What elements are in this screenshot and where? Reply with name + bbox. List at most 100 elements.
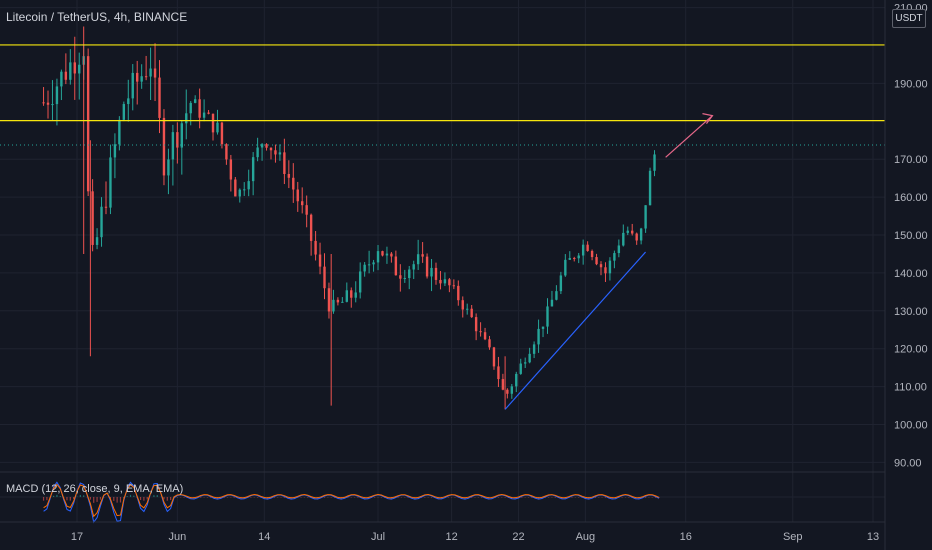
candle	[559, 271, 563, 295]
y-tick-label: 190.00	[894, 78, 928, 90]
candle	[421, 242, 424, 263]
candle	[586, 241, 589, 252]
macd-histogram-bar	[283, 497, 285, 498]
candle	[216, 109, 219, 135]
candle-body	[220, 122, 224, 145]
macd-histogram-bar	[233, 497, 235, 498]
candle	[189, 101, 192, 126]
candle	[109, 144, 112, 215]
candle	[412, 260, 415, 280]
candle	[541, 326, 545, 338]
y-tick-label: 90.00	[894, 457, 922, 469]
candle-body	[421, 254, 424, 257]
macd-histogram-bar	[52, 495, 55, 497]
macd-histogram-bar	[93, 497, 95, 503]
candle-body	[202, 112, 206, 118]
candle	[631, 223, 634, 236]
candle-body	[376, 251, 380, 263]
x-tick-label: 16	[680, 531, 692, 543]
candle	[515, 371, 518, 393]
candle	[122, 101, 126, 122]
candle-body	[581, 244, 585, 256]
candle-body	[604, 267, 607, 274]
candle-body	[109, 157, 112, 208]
candle-body	[519, 363, 522, 374]
candle-body	[644, 205, 647, 229]
macd-histogram-bar	[89, 497, 91, 500]
macd-histogram-bar	[323, 497, 326, 498]
candle-body	[314, 240, 317, 255]
candle	[501, 373, 505, 391]
candle-body	[113, 144, 117, 158]
candle	[243, 182, 246, 196]
candle-body	[158, 77, 161, 118]
candle-body	[501, 379, 505, 390]
candle	[162, 109, 166, 186]
macd-histogram-bar	[126, 496, 128, 497]
candle-body	[251, 157, 255, 182]
macd-histogram-bar	[113, 497, 115, 501]
candle	[564, 254, 567, 277]
candle-body	[243, 189, 246, 191]
candle	[617, 239, 621, 258]
y-tick-label: 100.00	[894, 420, 928, 432]
candle	[528, 347, 531, 364]
candle	[149, 47, 152, 100]
candle	[376, 245, 380, 271]
candle-body	[416, 254, 420, 265]
candle	[555, 285, 558, 301]
horizontal-levels[interactable]: 200.15180.18173.7315:19	[0, 36, 932, 168]
candle	[309, 213, 313, 256]
currency-button[interactable]: USDT	[892, 9, 926, 28]
candle	[185, 89, 188, 140]
candle-body	[532, 344, 536, 354]
candle	[42, 87, 45, 106]
grid	[0, 0, 885, 522]
candle	[247, 169, 250, 197]
macd-label: MACD (12, 26, close, 9, EMA, EMA)	[6, 483, 184, 495]
candle-body	[385, 253, 389, 256]
candle	[73, 36, 76, 100]
macd-histogram-bar	[521, 497, 523, 498]
macd-signal-line	[43, 483, 660, 518]
candle	[452, 279, 456, 290]
macd-histogram-bar	[531, 497, 533, 498]
candle-body	[211, 113, 215, 133]
drawings[interactable]	[504, 113, 714, 410]
candle	[278, 144, 282, 161]
candle	[104, 181, 108, 215]
candle-body	[42, 102, 45, 104]
candle	[51, 80, 54, 121]
candle-body	[46, 102, 50, 105]
candle-body	[73, 62, 76, 74]
candle-body	[296, 189, 299, 202]
candle-body	[595, 257, 598, 265]
candle-body	[260, 144, 264, 148]
trendline	[504, 251, 647, 410]
candle	[653, 150, 656, 177]
projection-arrow-shaft	[665, 115, 713, 158]
candle-body	[412, 264, 415, 270]
candle	[225, 143, 228, 165]
candle-body	[136, 72, 139, 82]
x-tick-label: Jun	[168, 531, 186, 543]
candle	[292, 163, 295, 203]
candle-body	[229, 159, 233, 180]
x-tick-label: 22	[512, 531, 524, 543]
candle	[443, 272, 447, 287]
macd-histogram-bar	[46, 497, 48, 501]
macd-histogram-bar	[56, 494, 58, 497]
candle-body	[573, 258, 576, 260]
candle	[581, 239, 585, 265]
candle	[60, 69, 63, 101]
candle	[385, 246, 389, 264]
macd-histogram-bar	[621, 497, 623, 498]
macd-histogram-bar	[156, 495, 158, 497]
candle	[448, 277, 451, 293]
candle-body	[100, 206, 103, 238]
candle-body	[461, 300, 464, 310]
macd-histogram-bar	[273, 497, 275, 498]
candle-body	[292, 177, 295, 190]
chart-title: Litecoin / TetherUS, 4h, BINANCE	[6, 10, 188, 24]
